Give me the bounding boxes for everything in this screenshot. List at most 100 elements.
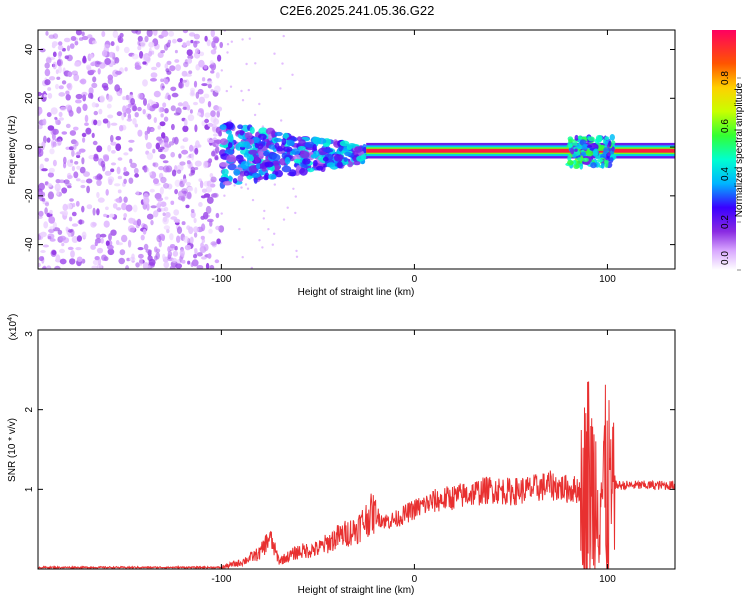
noise-speckle bbox=[93, 119, 98, 126]
noise-speckle bbox=[67, 175, 73, 179]
noise-speckle bbox=[107, 114, 114, 119]
noise-speckle bbox=[146, 30, 153, 37]
noise-speckle bbox=[147, 265, 151, 269]
y-tick-label: 3 bbox=[24, 331, 35, 337]
onset-blob bbox=[219, 162, 229, 167]
noise-speckle bbox=[81, 91, 88, 97]
noise-speckle bbox=[58, 92, 66, 97]
noise-speckle bbox=[153, 162, 159, 168]
noise-speckle bbox=[204, 35, 208, 42]
noise-speckle bbox=[216, 238, 221, 245]
noise-speckle bbox=[191, 259, 199, 267]
noise-speckle bbox=[65, 90, 70, 96]
noise-speckle bbox=[55, 83, 59, 90]
noise-speckle bbox=[220, 69, 223, 72]
noise-speckle bbox=[187, 114, 195, 122]
noise-speckle bbox=[208, 158, 213, 164]
noise-speckle bbox=[71, 149, 75, 157]
y-tick-label: 0 bbox=[24, 144, 35, 150]
noise-speckle bbox=[144, 132, 149, 141]
noise-speckle bbox=[156, 197, 164, 202]
noise-speckle bbox=[96, 179, 102, 186]
burst-blob bbox=[572, 153, 577, 158]
onset-blob bbox=[219, 124, 227, 130]
noise-speckle bbox=[142, 61, 147, 65]
noise-speckle bbox=[45, 31, 49, 36]
onset-blob bbox=[290, 148, 301, 156]
noise-speckle bbox=[137, 35, 143, 42]
noise-speckle bbox=[52, 128, 59, 135]
noise-speckle bbox=[172, 38, 177, 44]
noise-speckle bbox=[117, 242, 123, 246]
burst-blob bbox=[581, 151, 587, 157]
noise-speckle bbox=[96, 119, 102, 127]
noise-speckle bbox=[137, 106, 142, 112]
snr-panel: -100 0 100 1 2 3 Height of straight line (km… bbox=[7, 314, 676, 596]
noise-speckle bbox=[101, 50, 108, 57]
noise-speckle bbox=[48, 167, 55, 173]
snr-multiplier: (x104) bbox=[7, 314, 19, 341]
noise-speckle bbox=[66, 83, 71, 89]
onset-blob bbox=[243, 141, 250, 149]
noise-speckle bbox=[151, 66, 158, 71]
noise-speckle bbox=[70, 159, 73, 164]
noise-speckle bbox=[163, 136, 169, 144]
x-tick-label: -100 bbox=[211, 574, 231, 585]
noise-speckle bbox=[188, 173, 193, 177]
noise-speckle bbox=[105, 189, 109, 196]
noise-speckle bbox=[193, 254, 198, 259]
x-tick-label: 100 bbox=[599, 574, 616, 585]
noise-speckle bbox=[73, 73, 80, 82]
burst-blob bbox=[577, 135, 583, 140]
noise-speckle bbox=[201, 223, 206, 232]
onset-blob bbox=[264, 172, 270, 180]
noise-speckle bbox=[51, 41, 58, 47]
noise-speckle bbox=[47, 92, 53, 99]
noise-speckle bbox=[172, 137, 176, 144]
noise-speckle bbox=[38, 124, 43, 130]
noise-speckle bbox=[38, 142, 41, 147]
noise-speckle bbox=[99, 95, 105, 103]
burst-blob bbox=[582, 157, 589, 162]
noise-speckle bbox=[182, 125, 189, 133]
snr-multiplier-exp: 4 bbox=[7, 317, 14, 321]
noise-speckle bbox=[247, 88, 250, 92]
noise-speckle bbox=[102, 118, 109, 124]
noise-speckle bbox=[98, 108, 103, 115]
spectrogram-y-axis-label: Frequency (Hz) bbox=[7, 116, 18, 185]
noise-speckle bbox=[245, 62, 248, 66]
noise-speckle bbox=[188, 70, 193, 75]
noise-speckle bbox=[49, 226, 56, 230]
noise-speckle bbox=[143, 98, 147, 106]
onset-blob bbox=[293, 154, 302, 161]
y-tick-label: 2 bbox=[24, 406, 35, 412]
svg-text:(x104): (x104) bbox=[7, 314, 19, 341]
burst-blob bbox=[595, 134, 603, 142]
onset-blob bbox=[296, 136, 302, 142]
noise-speckle bbox=[201, 238, 206, 243]
noise-speckle bbox=[167, 94, 171, 101]
noise-speckle bbox=[42, 244, 50, 248]
noise-speckle bbox=[107, 248, 115, 256]
noise-speckle bbox=[38, 210, 44, 217]
noise-speckle bbox=[103, 44, 111, 49]
snr-x-axis-label: Height of straight line (km) bbox=[298, 585, 415, 596]
noise-speckle bbox=[49, 76, 56, 81]
noise-speckle bbox=[183, 137, 189, 142]
noise-speckle bbox=[209, 64, 215, 69]
noise-speckle bbox=[105, 240, 110, 247]
noise-speckle bbox=[149, 188, 155, 193]
noise-speckle bbox=[194, 167, 199, 170]
noise-speckle bbox=[76, 235, 82, 242]
noise-speckle bbox=[204, 118, 210, 124]
noise-speckle bbox=[61, 131, 68, 135]
onset-blob bbox=[297, 146, 306, 151]
noise-speckle bbox=[70, 250, 75, 258]
onset-blob bbox=[226, 130, 232, 135]
noise-speckle bbox=[115, 136, 122, 141]
noise-speckle bbox=[46, 112, 52, 118]
noise-speckle bbox=[160, 201, 167, 207]
noise-speckle bbox=[181, 259, 186, 264]
noise-speckle bbox=[177, 102, 183, 107]
noise-speckle bbox=[108, 233, 112, 241]
